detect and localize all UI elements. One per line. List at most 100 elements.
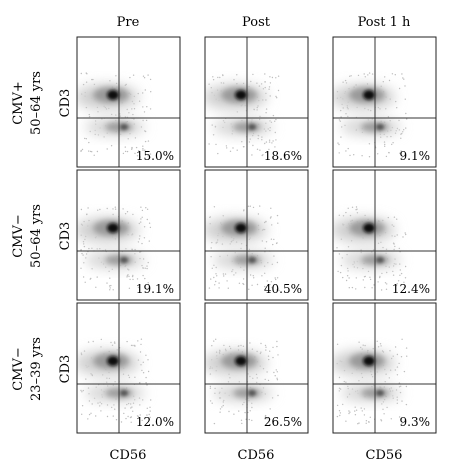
event-dot	[112, 415, 115, 417]
upper-cluster-core	[107, 223, 119, 233]
panel-r1-c1: 15.0%	[76, 36, 181, 168]
event-dot	[146, 218, 148, 221]
event-dot	[264, 73, 266, 75]
event-dot	[149, 156, 151, 159]
event-dot	[368, 72, 371, 74]
event-dot	[273, 238, 275, 241]
event-dot	[339, 120, 341, 122]
event-dot	[209, 385, 212, 388]
lower-cluster-core	[120, 390, 128, 396]
event-dot	[208, 83, 210, 85]
event-dot	[261, 136, 263, 138]
event-dot	[345, 279, 348, 282]
event-dot	[88, 115, 91, 118]
lower-cluster-core	[376, 257, 384, 263]
event-dot	[388, 377, 390, 379]
event-dot	[139, 251, 141, 253]
event-dot	[398, 362, 400, 365]
event-dot	[272, 420, 274, 423]
gate-percentage: 12.0%	[136, 415, 174, 429]
event-dot	[113, 341, 116, 343]
event-dot	[229, 347, 232, 350]
event-dot	[394, 132, 397, 134]
event-dot	[111, 113, 113, 116]
event-dot	[106, 381, 108, 383]
event-dot	[141, 369, 143, 372]
density-cloud	[333, 72, 408, 159]
event-dot	[145, 354, 147, 356]
event-dot	[129, 278, 131, 281]
event-dot	[139, 235, 141, 237]
event-dot	[365, 420, 368, 422]
event-dot	[211, 402, 213, 404]
event-dot	[399, 152, 401, 154]
event-dot	[346, 275, 349, 277]
event-dot	[338, 253, 341, 255]
event-dot	[142, 148, 144, 150]
event-dot	[365, 422, 367, 424]
event-dot	[146, 384, 148, 386]
event-dot	[402, 236, 404, 238]
event-dot	[132, 74, 135, 76]
event-dot	[85, 253, 88, 255]
event-dot	[146, 265, 148, 267]
event-dot	[113, 404, 115, 406]
event-dot	[85, 106, 88, 109]
event-dot	[100, 338, 103, 341]
event-dot	[351, 286, 354, 289]
event-dot	[209, 216, 211, 219]
event-dot	[81, 252, 83, 255]
event-dot	[128, 275, 130, 278]
event-dot	[134, 137, 137, 139]
event-dot	[219, 349, 221, 351]
event-dot	[264, 344, 267, 347]
event-dot	[80, 389, 82, 392]
event-dot	[385, 373, 387, 375]
event-dot	[363, 414, 366, 416]
event-dot	[146, 208, 149, 210]
event-dot	[145, 207, 147, 209]
event-dot	[133, 118, 135, 120]
event-dot	[229, 243, 231, 245]
event-dot	[143, 111, 146, 113]
y-axis-label-row-3: CD3	[58, 355, 73, 384]
event-dot	[400, 272, 403, 275]
event-dot	[146, 288, 148, 290]
event-dot	[398, 386, 401, 388]
event-dot	[251, 402, 253, 404]
event-dot	[223, 275, 225, 277]
event-dot	[406, 118, 408, 120]
event-dot	[138, 222, 140, 225]
event-dot	[232, 147, 234, 149]
event-dot	[261, 275, 263, 277]
event-dot	[368, 421, 370, 423]
event-dot	[384, 282, 387, 284]
event-dot	[141, 242, 143, 245]
event-dot	[150, 91, 152, 93]
event-dot	[379, 108, 381, 110]
event-dot	[269, 95, 271, 97]
event-dot	[145, 119, 148, 122]
event-dot	[380, 241, 382, 243]
event-dot	[250, 80, 252, 83]
event-dot	[106, 148, 108, 150]
event-dot	[393, 216, 396, 218]
event-dot	[227, 381, 230, 383]
event-dot	[91, 268, 93, 270]
event-dot	[85, 81, 88, 83]
event-dot	[83, 245, 86, 248]
event-dot	[86, 213, 88, 215]
event-dot	[124, 150, 127, 153]
event-dot	[85, 138, 88, 140]
event-dot	[100, 346, 102, 348]
event-dot	[264, 81, 266, 83]
event-dot	[132, 213, 134, 216]
event-dot	[401, 73, 403, 75]
event-dot	[260, 351, 262, 353]
panel-r2-c3: 12.4%	[332, 169, 437, 301]
event-dot	[339, 412, 342, 414]
event-dot	[358, 422, 360, 424]
event-dot	[390, 135, 392, 138]
event-dot	[401, 132, 403, 135]
event-dot	[217, 76, 219, 79]
